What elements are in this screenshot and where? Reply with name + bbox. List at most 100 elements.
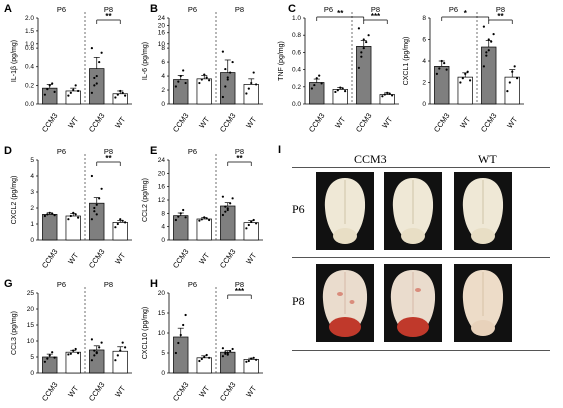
y-tick-label: 5 bbox=[161, 350, 165, 357]
y-tick-label: 0 bbox=[30, 370, 34, 377]
y-axis-label: TNF (pg/mg) bbox=[278, 41, 285, 81]
data-point bbox=[174, 85, 177, 88]
data-point bbox=[77, 89, 80, 93]
group-label-p6: P6 bbox=[188, 5, 197, 14]
data-point bbox=[226, 208, 229, 212]
data-point bbox=[69, 352, 72, 355]
data-point bbox=[90, 359, 93, 362]
data-point bbox=[182, 323, 185, 327]
panel-label: D bbox=[4, 145, 12, 157]
panel-label: H bbox=[150, 278, 158, 290]
y-tick-label: 8 bbox=[422, 15, 426, 22]
data-point bbox=[90, 47, 93, 50]
data-point bbox=[98, 197, 101, 200]
data-point bbox=[226, 76, 229, 79]
data-point bbox=[179, 74, 182, 78]
y-axis-label: CXCL1 (pg/mg) bbox=[403, 37, 410, 86]
data-point bbox=[90, 174, 93, 178]
y-tick-label: 0.4 bbox=[25, 64, 34, 71]
data-point bbox=[229, 202, 232, 205]
x-category-label: WT bbox=[197, 115, 211, 130]
x-category-label: WT bbox=[113, 384, 127, 399]
data-point bbox=[247, 87, 250, 90]
data-point bbox=[255, 83, 258, 86]
data-point bbox=[245, 92, 248, 95]
y-tick-label: 0.8 bbox=[292, 32, 301, 39]
data-point bbox=[48, 211, 51, 214]
x-category-label: CCM3 bbox=[307, 111, 327, 134]
data-point bbox=[435, 72, 438, 75]
row-header-p6: P6 bbox=[292, 202, 305, 216]
data-point bbox=[362, 38, 365, 41]
brain-image-ccm3-p6-b bbox=[384, 172, 442, 250]
chart-panel-a: A 0.0 0.2 0.4 0.61.0 1.5 2.0 IL-1β (pg/mg) P6 P8 C… bbox=[4, 3, 132, 134]
y-tick-label: 25 bbox=[27, 290, 35, 297]
data-point bbox=[198, 359, 201, 363]
data-point bbox=[53, 90, 56, 93]
brain-image-ccm3-p8 bbox=[316, 264, 374, 342]
data-point bbox=[250, 81, 253, 85]
bar-wt bbox=[112, 222, 128, 241]
y-tick-label: 24 bbox=[158, 157, 166, 164]
brain-image-wt-p8 bbox=[454, 264, 512, 342]
y-tick-label: 16 bbox=[158, 30, 166, 37]
data-point bbox=[487, 38, 490, 41]
data-point bbox=[121, 341, 124, 344]
significance-label: ** bbox=[105, 12, 112, 21]
x-category-label: WT bbox=[66, 251, 80, 266]
x-category-label: WT bbox=[197, 251, 211, 266]
data-point bbox=[381, 95, 384, 98]
x-category-label: CCM3 bbox=[432, 111, 452, 134]
y-tick-label: 15 bbox=[158, 310, 166, 317]
data-point bbox=[90, 218, 93, 221]
x-category-label: WT bbox=[66, 384, 80, 399]
significance-label: ** bbox=[497, 12, 504, 21]
data-point bbox=[67, 218, 70, 221]
data-point bbox=[224, 67, 227, 71]
data-point bbox=[90, 91, 93, 94]
data-point bbox=[511, 70, 514, 73]
brain-image-ccm3-p8-b bbox=[384, 264, 442, 342]
bar-wt bbox=[112, 350, 128, 374]
x-category-label: WT bbox=[197, 384, 211, 399]
data-point bbox=[198, 219, 201, 222]
data-point bbox=[72, 349, 75, 352]
bar-ccm3 bbox=[89, 68, 105, 105]
data-point bbox=[95, 352, 98, 355]
y-tick-label: 0 bbox=[161, 101, 165, 108]
data-point bbox=[250, 357, 253, 360]
bar-ccm3 bbox=[42, 214, 58, 241]
x-category-label: CCM3 bbox=[40, 111, 60, 134]
data-point bbox=[93, 354, 96, 357]
data-point bbox=[391, 94, 394, 97]
y-tick-label: 2 bbox=[422, 80, 426, 87]
data-point bbox=[74, 213, 77, 216]
data-point bbox=[360, 55, 363, 58]
significance-label: *** bbox=[235, 287, 245, 296]
data-point bbox=[344, 90, 347, 93]
data-point bbox=[51, 212, 54, 215]
group-label-p6: P6 bbox=[188, 147, 197, 156]
group-label-p8: P8 bbox=[371, 5, 380, 14]
data-point bbox=[46, 213, 49, 216]
data-point bbox=[116, 354, 119, 357]
x-category-label: WT bbox=[113, 251, 127, 266]
row-divider-top bbox=[292, 167, 550, 168]
y-tick-label: 2.0 bbox=[25, 15, 34, 22]
y-tick-label: 5 bbox=[30, 157, 34, 164]
y-tick-label: 2 bbox=[161, 87, 165, 94]
data-point bbox=[182, 208, 185, 212]
data-point bbox=[466, 70, 469, 73]
data-point bbox=[231, 197, 234, 200]
data-point bbox=[53, 356, 56, 359]
group-label-p8: P8 bbox=[104, 280, 113, 289]
data-point bbox=[74, 347, 77, 351]
data-point bbox=[320, 82, 323, 85]
data-point bbox=[200, 357, 203, 361]
data-point bbox=[205, 76, 208, 79]
y-axis-label: CXCL10 (pg/mg) bbox=[142, 307, 149, 360]
x-category-label: CCM3 bbox=[40, 247, 60, 270]
x-category-label: CCM3 bbox=[218, 247, 238, 270]
data-point bbox=[69, 91, 72, 94]
